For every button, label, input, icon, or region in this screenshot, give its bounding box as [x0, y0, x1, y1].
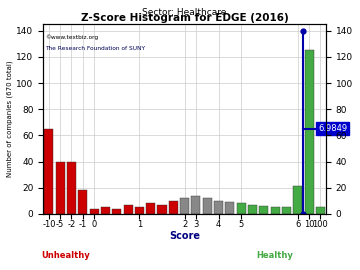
Bar	[192, 195, 201, 214]
Text: The Research Foundation of SUNY: The Research Foundation of SUNY	[45, 46, 145, 52]
Bar	[169, 201, 178, 214]
Text: Healthy: Healthy	[257, 251, 294, 259]
Text: Unhealthy: Unhealthy	[41, 251, 90, 259]
Bar	[237, 204, 246, 214]
Bar	[44, 129, 53, 214]
Bar	[56, 161, 65, 214]
Bar	[78, 190, 87, 214]
Bar	[271, 207, 280, 214]
Bar	[248, 205, 257, 214]
Bar	[293, 187, 302, 214]
Bar	[203, 198, 212, 214]
Title: Z-Score Histogram for EDGE (2016): Z-Score Histogram for EDGE (2016)	[81, 14, 288, 23]
Bar	[101, 207, 110, 214]
Bar	[316, 207, 325, 214]
Bar	[135, 207, 144, 214]
Bar	[146, 204, 155, 214]
Bar	[157, 205, 167, 214]
Bar	[305, 50, 314, 214]
Bar	[214, 201, 223, 214]
Bar	[225, 202, 234, 214]
Text: Sector: Healthcare: Sector: Healthcare	[143, 8, 227, 17]
Bar	[90, 209, 99, 214]
Y-axis label: Number of companies (670 total): Number of companies (670 total)	[7, 61, 13, 177]
X-axis label: Score: Score	[169, 231, 200, 241]
Text: ©www.textbiz.org: ©www.textbiz.org	[45, 35, 99, 40]
Bar	[67, 161, 76, 214]
Bar	[282, 207, 291, 214]
Bar	[123, 205, 132, 214]
Bar	[259, 206, 268, 214]
Bar	[112, 209, 121, 214]
Text: 6.9849: 6.9849	[318, 124, 347, 133]
Bar	[180, 198, 189, 214]
